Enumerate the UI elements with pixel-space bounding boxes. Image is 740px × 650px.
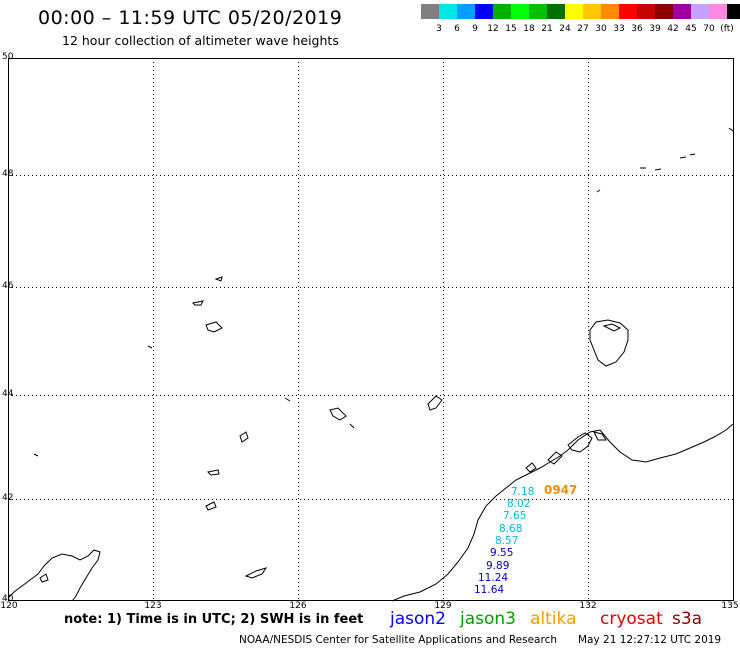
legend-label: 21 (541, 24, 553, 34)
map-frame (8, 58, 734, 601)
wave-height-obs: 11.24 (478, 572, 509, 584)
lon-label: 132 (579, 601, 597, 611)
sat-name-s3a: s3a (672, 609, 703, 629)
legend-swatch (457, 4, 475, 19)
legend-label: 3 (436, 24, 442, 34)
sat-name-altika: altika (530, 609, 577, 629)
lon-label: 135 (721, 601, 739, 611)
lon-label: 126 (289, 601, 307, 611)
lat-label: 42 (2, 493, 14, 503)
wave-height-obs: 8.68 (499, 523, 523, 535)
generated-timestamp: May 21 12:27:12 UTC 2019 (578, 634, 722, 646)
legend-label: 33 (613, 24, 625, 34)
pass-time-label: 0947 (544, 483, 578, 497)
legend-swatch (637, 4, 655, 19)
footer-note: note: 1) Time is in UTC; 2) SWH is in fe… (64, 612, 364, 627)
map-title: 00:00 – 11:59 UTC 05/20/2019 (38, 7, 343, 29)
wave-height-obs: 8.57 (495, 535, 519, 547)
legend-label: 36 (631, 24, 643, 34)
legend-swatch (421, 4, 439, 19)
lat-label: 44 (2, 389, 14, 399)
sat-name-jason3: jason3 (460, 609, 516, 629)
lat-label: 48 (2, 169, 14, 179)
credit-line: NOAA/NESDIS Center for Satellite Applica… (239, 634, 557, 646)
sat-name-cryosat: cryosat (600, 609, 663, 629)
legend-label: 24 (559, 24, 571, 34)
legend-swatch (601, 4, 619, 19)
wave-height-obs: 11.64 (474, 584, 505, 596)
legend-swatch (565, 4, 583, 19)
legend-swatch (673, 4, 691, 19)
lat-label: 50 (2, 52, 14, 62)
legend-label: 30 (595, 24, 607, 34)
legend-label: 70 (703, 24, 715, 34)
legend-swatch (691, 4, 709, 19)
legend-swatch (511, 4, 529, 19)
wave-height-obs: 7.65 (503, 510, 527, 522)
legend-label: 12 (487, 24, 499, 34)
legend-swatch (529, 4, 547, 19)
legend-swatch (439, 4, 457, 19)
coastline (7, 127, 734, 602)
graticule (8, 58, 733, 601)
sat-name-jason2: jason2 (390, 609, 446, 629)
legend-swatch (619, 4, 637, 19)
legend-label: 18 (523, 24, 535, 34)
wave-height-obs: 9.89 (486, 560, 510, 572)
legend-label: 15 (505, 24, 517, 34)
legend-swatch (583, 4, 601, 19)
map-subtitle: 12 hour collection of altimeter wave hei… (62, 33, 339, 48)
wave-height-obs: 8.02 (507, 498, 531, 510)
legend-swatch (493, 4, 511, 19)
lat-label: 46 (2, 281, 14, 291)
legend-label: 27 (577, 24, 589, 34)
legend-swatch (709, 4, 727, 19)
legend-label: 9 (472, 24, 478, 34)
wave-height-obs: 7.18 (511, 486, 535, 498)
wave-height-obs: 9.55 (490, 547, 514, 559)
legend-label: 42 (667, 24, 679, 34)
legend-swatch (547, 4, 565, 19)
legend-swatch (655, 4, 673, 19)
lon-label: 129 (434, 601, 452, 611)
legend-label: 6 (454, 24, 460, 34)
lat-label: 40 (2, 594, 14, 604)
legend-label: 39 (649, 24, 661, 34)
legend-unit: (ft) (720, 24, 734, 34)
lon-label: 120 (0, 601, 18, 611)
legend-swatch (475, 4, 493, 19)
legend-label: 45 (685, 24, 697, 34)
legend-swatch (727, 4, 740, 19)
lon-label: 123 (144, 601, 162, 611)
